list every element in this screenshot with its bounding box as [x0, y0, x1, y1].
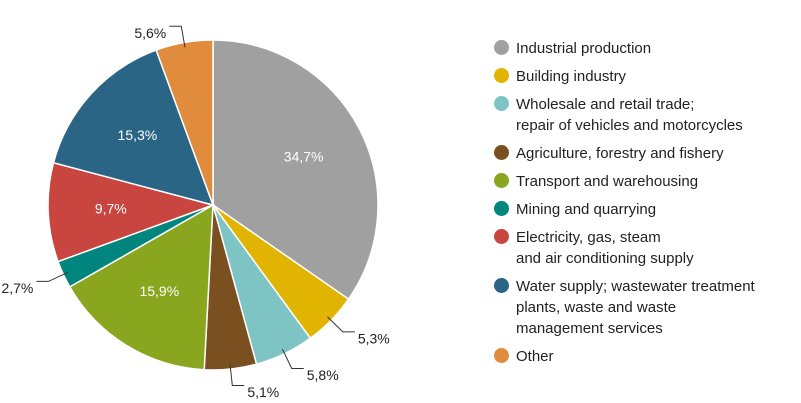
legend-item: Building industry: [494, 66, 799, 87]
slice-label: 15,9%: [139, 283, 179, 299]
legend-marker: [494, 229, 509, 244]
legend-item: Water supply; wastewater treatment plant…: [494, 276, 799, 339]
pie-area: 34,7% 5,3% 5,8% 5,1% 15,9% 2,7% 9,7% 15,3% 5,6%: [1, 25, 390, 400]
legend-marker: [494, 173, 509, 188]
slice-label: 5,3%: [358, 331, 390, 347]
legend-marker: [494, 145, 509, 160]
pie-slice: [52, 49, 215, 207]
leader-line: [281, 348, 304, 370]
leader-line: [327, 316, 355, 333]
legend-item: Electricity, gas, steam and air conditio…: [494, 227, 799, 269]
pie-slice: [47, 161, 216, 263]
legend-label: Electricity, gas, steam and air conditio…: [516, 229, 694, 267]
legend-marker: [494, 201, 509, 216]
legend-marker: [494, 278, 509, 293]
pie-slice: [212, 39, 379, 301]
legend-label: Transport and warehousing: [516, 173, 699, 190]
slice-label: 5,6%: [134, 25, 166, 41]
slice-label: 5,1%: [247, 384, 279, 400]
legend-marker: [494, 40, 509, 55]
legend-item: Wholesale and retail trade; repair of ve…: [494, 94, 799, 136]
legend-item: Agriculture, forestry and fishery: [494, 143, 799, 164]
slice-label: 15,3%: [118, 127, 158, 143]
legend-item: Transport and warehousing: [494, 171, 799, 192]
legend-label: Building industry: [516, 68, 627, 85]
slice-label: 2,7%: [1, 280, 33, 296]
legend-marker: [494, 348, 509, 363]
legend-marker: [494, 68, 509, 83]
legend-item: Other: [494, 346, 799, 367]
slice-label: 5,8%: [307, 367, 339, 383]
slice-label: 9,7%: [95, 200, 127, 216]
leader-line: [36, 271, 69, 282]
legend-item: Industrial production: [494, 38, 799, 59]
legend-marker: [494, 96, 509, 111]
legend-item: Mining and quarrying: [494, 199, 799, 220]
legend-label: Other: [516, 348, 554, 365]
legend: Industrial production Building industry Wh…: [494, 38, 799, 374]
legend-label: Agriculture, forestry and fishery: [516, 145, 724, 162]
legend-label: Water supply; wastewater treatment plant…: [516, 278, 755, 337]
slice-label: 34,7%: [284, 148, 324, 164]
legend-label: Mining and quarrying: [516, 201, 657, 218]
leader-line: [229, 364, 245, 386]
leader-line: [169, 25, 186, 48]
pie-slice: [68, 203, 214, 371]
legend-label: Wholesale and retail trade; repair of ve…: [516, 96, 743, 134]
legend-label: Industrial production: [516, 40, 652, 57]
